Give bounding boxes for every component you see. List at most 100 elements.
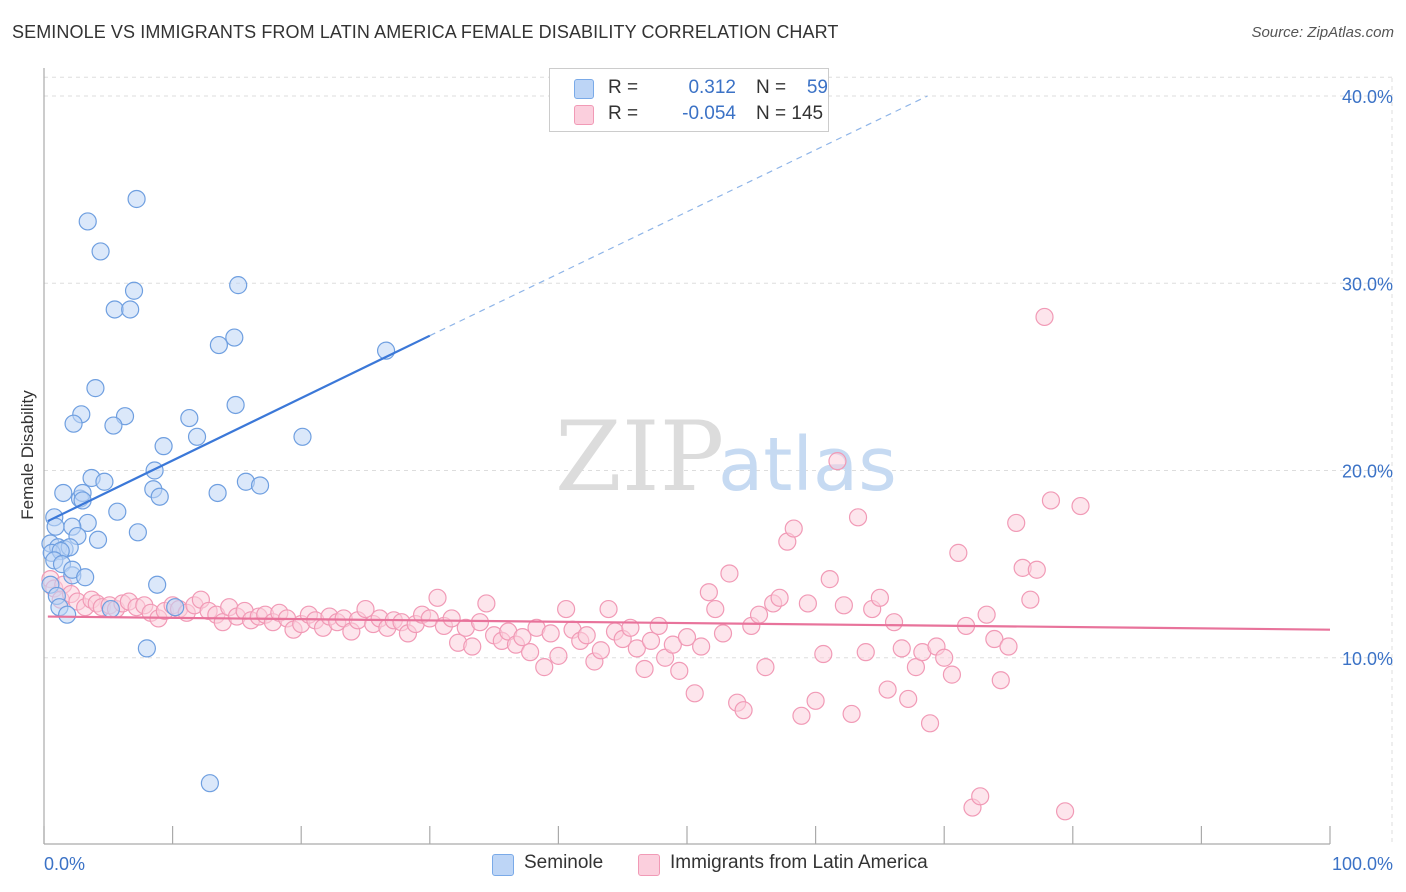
data-point	[229, 276, 248, 295]
data-point	[942, 665, 962, 684]
data-point	[121, 300, 140, 319]
data-point	[806, 691, 825, 710]
legend-n-label: N =	[756, 77, 787, 98]
data-point	[200, 774, 219, 793]
data-point	[78, 212, 97, 231]
data-point	[166, 598, 185, 617]
data-point	[124, 281, 144, 300]
watermark-zip: ZIP	[555, 401, 724, 513]
y-tick-label: 20.0%	[1342, 462, 1393, 482]
series-seminole	[41, 189, 396, 793]
data-point	[108, 502, 127, 521]
data-point	[920, 714, 940, 733]
data-point	[856, 643, 875, 662]
data-point	[187, 427, 207, 446]
data-point	[105, 300, 124, 319]
legend-swatch-immigrants	[638, 854, 660, 876]
data-point	[293, 427, 312, 446]
legend-swatch-immigrants	[574, 105, 594, 125]
legend-label-immigrants: Immigrants from Latin America	[670, 852, 928, 873]
data-point	[814, 644, 833, 664]
series-immigrants	[41, 307, 1090, 821]
data-point	[549, 646, 568, 665]
data-point	[798, 594, 817, 613]
data-point	[699, 583, 718, 602]
data-point	[892, 639, 911, 658]
data-point	[521, 643, 540, 662]
data-point	[977, 605, 996, 624]
data-point	[734, 701, 753, 720]
data-point	[88, 530, 108, 549]
data-point	[670, 661, 689, 680]
data-point	[128, 523, 147, 542]
trend-line-seminole-extension	[429, 95, 928, 337]
y-tick-label: 30.0%	[1342, 274, 1393, 294]
data-point	[756, 658, 775, 677]
data-point	[145, 461, 164, 480]
data-point	[971, 787, 990, 806]
data-point	[541, 624, 560, 643]
data-point	[226, 395, 245, 415]
x-tick-label: 100.0%	[1332, 854, 1393, 874]
data-point	[749, 605, 769, 624]
legend-r-label: R =	[608, 103, 639, 124]
data-point	[557, 599, 576, 619]
data-point	[591, 641, 610, 660]
data-point	[470, 613, 490, 632]
source-credit: Source: ZipAtlas.com	[1251, 24, 1394, 41]
axes	[43, 68, 1331, 845]
watermark: ZIP atlas	[555, 401, 897, 513]
data-point	[58, 605, 77, 624]
data-point	[720, 564, 739, 583]
data-point	[104, 416, 123, 435]
data-point	[599, 599, 618, 619]
data-point	[180, 408, 199, 428]
data-point	[692, 637, 711, 656]
data-point	[820, 570, 839, 589]
data-point	[935, 648, 954, 667]
data-point	[677, 628, 697, 647]
data-point	[420, 609, 439, 628]
data-point	[848, 508, 868, 527]
chart-title: SEMINOLE VS IMMIGRANTS FROM LATIN AMERIC…	[12, 22, 839, 42]
data-point	[209, 335, 228, 355]
data-point	[91, 242, 110, 261]
data-point	[86, 379, 105, 398]
data-point	[137, 639, 156, 658]
legend-n-value: 59	[806, 77, 828, 98]
legend-swatch-seminole	[492, 854, 514, 876]
data-point	[428, 588, 447, 607]
legend-swatch-seminole	[574, 79, 594, 99]
data-point	[95, 472, 114, 491]
data-point	[76, 568, 95, 587]
data-point	[1055, 802, 1075, 821]
data-point	[1021, 590, 1040, 609]
y-tick-label: 40.0%	[1342, 87, 1393, 107]
legend-r-value: 0.312	[688, 77, 736, 98]
data-point	[870, 588, 890, 607]
data-point	[64, 414, 83, 433]
data-point	[477, 594, 496, 613]
data-point	[641, 631, 661, 650]
legend-r-value: -0.054	[682, 103, 736, 124]
legend-r-label: R =	[608, 77, 639, 98]
data-point	[1007, 513, 1026, 533]
data-point	[148, 575, 167, 594]
data-point	[635, 659, 654, 679]
trend-line-immigrants	[47, 615, 1331, 631]
correlation-legend: R = 0.312 N = 59 R = -0.054 N = 145	[549, 68, 829, 132]
data-point	[899, 689, 918, 709]
data-point	[150, 487, 169, 506]
data-point	[513, 628, 532, 647]
data-point	[1071, 496, 1090, 516]
data-point	[770, 588, 789, 607]
data-point	[713, 624, 733, 643]
data-point	[949, 543, 968, 562]
data-point	[706, 599, 725, 619]
data-point	[842, 704, 861, 724]
data-point	[463, 637, 482, 656]
trend-line-seminole	[47, 334, 431, 523]
data-point	[878, 680, 897, 699]
y-tick-label: 10.0%	[1342, 649, 1393, 669]
